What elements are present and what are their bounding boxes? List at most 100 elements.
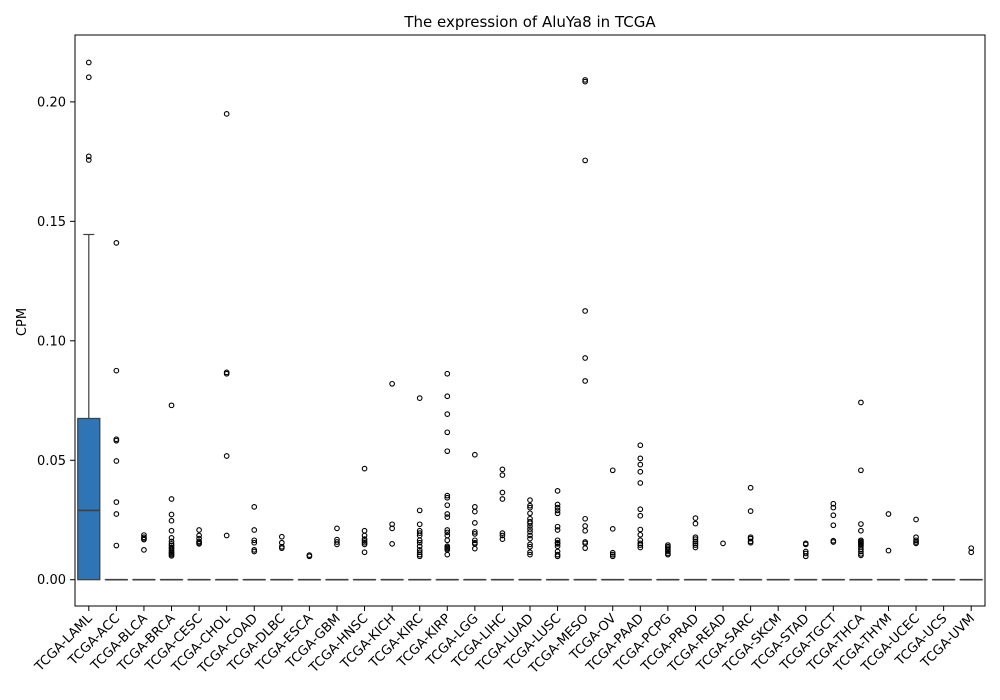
outlier-point: [527, 497, 533, 504]
outlier-point: [444, 448, 451, 455]
outlier-point: [609, 525, 616, 532]
outlier-point: [444, 529, 451, 536]
box-group: [352, 465, 377, 581]
outlier-point: [389, 541, 395, 547]
outlier-point: [858, 548, 864, 555]
plot-area: [77, 59, 983, 581]
outlier-point: [141, 547, 147, 553]
box-group: [159, 402, 184, 581]
outlier-point: [554, 501, 561, 508]
outlier-point: [527, 551, 533, 558]
outlier-point: [499, 530, 506, 536]
outlier-point: [444, 511, 451, 517]
outlier-point: [637, 455, 644, 462]
outlier-point: [609, 467, 616, 474]
outlier-point: [747, 484, 754, 491]
outlier-point: [471, 537, 478, 544]
outlier-point: [858, 521, 864, 527]
box-group: [518, 497, 542, 581]
outlier-point: [223, 532, 230, 539]
outlier-point: [885, 511, 892, 517]
outlier-point: [223, 110, 230, 117]
outlier-point: [637, 531, 644, 538]
outlier-point: [306, 553, 313, 560]
outlier-point: [665, 548, 671, 555]
outlier-point: [527, 541, 533, 548]
outlier-point: [692, 544, 699, 551]
y-tick-label: 0.05: [37, 454, 66, 469]
outlier-point: [527, 504, 533, 511]
outlier-point: [113, 499, 120, 505]
outlier-point: [113, 240, 120, 246]
outlier-point: [444, 502, 451, 509]
outlier-point: [389, 380, 395, 387]
outlier-point: [251, 539, 258, 546]
outlier-point: [527, 529, 533, 535]
y-axis-label: CPM: [15, 308, 30, 336]
box-group: [821, 500, 845, 581]
outlier-point: [113, 367, 120, 374]
plot-frame: [74, 34, 986, 607]
outlier-point: [196, 527, 202, 533]
outlier-point: [554, 523, 561, 530]
outlier-point: [278, 533, 285, 540]
box-group: [215, 110, 239, 581]
outlier-point: [334, 541, 340, 548]
outlier-point: [361, 549, 368, 556]
outlier-point: [582, 157, 589, 164]
outlier-point: [444, 551, 451, 558]
outlier-point: [168, 535, 175, 541]
outlier-point: [223, 370, 230, 377]
outlier-point: [582, 523, 589, 529]
outlier-point: [582, 545, 589, 552]
outlier-point: [444, 393, 451, 400]
y-tick-label: 0.10: [37, 334, 66, 349]
outlier-point: [582, 527, 589, 534]
box: [77, 417, 101, 581]
outlier-point: [554, 553, 561, 560]
x-axis: TCGA-LAMLTCGA-ACCTCGA-BLCATCGA-BRCATCGA-…: [32, 606, 978, 677]
outlier-point: [85, 153, 92, 160]
outlier-point: [582, 355, 589, 361]
outlier-point: [168, 527, 175, 534]
outlier-point: [802, 541, 809, 548]
outlier-point: [85, 157, 92, 163]
outlier-point: [692, 538, 699, 545]
outlier-point: [637, 442, 644, 449]
outlier-point: [802, 550, 809, 557]
outlier-point: [113, 511, 120, 517]
outlier-point: [830, 522, 837, 529]
outlier-point: [389, 525, 395, 532]
outlier-point: [278, 545, 285, 552]
outlier-point: [554, 543, 561, 550]
outlier-point: [637, 468, 644, 475]
outlier-point: [444, 429, 451, 436]
outlier-point: [830, 539, 837, 545]
outlier-point: [830, 512, 837, 519]
outlier-point: [416, 553, 423, 560]
outlier-point: [416, 530, 423, 536]
outlier-point: [582, 308, 589, 314]
outlier-point: [416, 543, 423, 550]
outlier-point: [141, 536, 147, 543]
outlier-point: [858, 467, 864, 474]
y-tick-label: 0.20: [37, 95, 66, 110]
outlier-point: [471, 529, 478, 535]
outlier-point: [582, 515, 589, 522]
box-group: [683, 515, 708, 581]
outlier-point: [416, 521, 423, 528]
outlier-point: [361, 536, 368, 542]
outlier-point: [747, 539, 754, 546]
outlier-point: [637, 480, 644, 486]
outlier-point: [554, 527, 561, 533]
box-group: [77, 59, 101, 581]
outlier-point: [554, 510, 561, 517]
outlier-point: [113, 437, 120, 444]
outlier-point: [637, 526, 644, 533]
chart-title: The expression of AluYa8 in TCGA: [403, 13, 656, 31]
outlier-point: [113, 458, 120, 464]
outlier-point: [499, 489, 506, 496]
outlier-point: [499, 532, 506, 539]
outlier-point: [499, 536, 506, 542]
